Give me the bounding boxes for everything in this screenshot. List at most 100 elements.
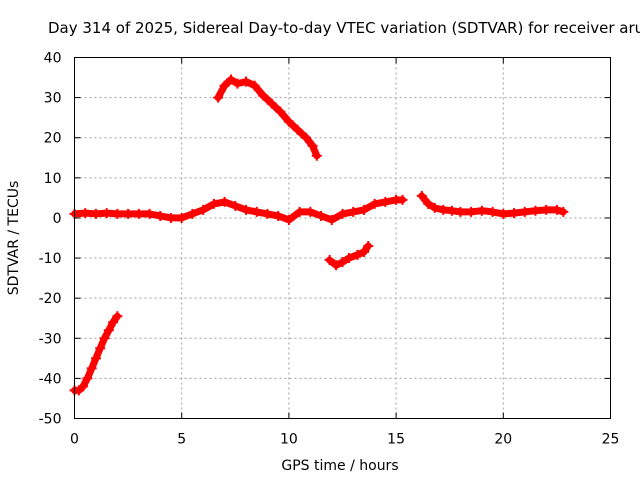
data-point [358,247,369,258]
data-point [176,212,187,223]
plot-frame [74,57,611,419]
series-track-a [69,311,123,396]
data-point [519,206,530,217]
x-tick-label: 10 [280,432,298,448]
data-point [305,206,316,217]
x-axis-title: GPS time / hours [281,458,398,474]
data-point [258,90,269,101]
data-point [112,208,123,219]
data-point [80,208,91,219]
data-point [112,311,123,322]
data-point [165,212,176,223]
data-point [155,210,166,221]
data-point [108,317,119,328]
data-point [455,206,466,217]
series-track-d [324,241,374,271]
data-point [294,206,305,217]
data-point [103,325,114,336]
data-point [326,214,337,225]
data-point [551,204,562,215]
ticks: 0 5 10 15 20 25 -50 -40 -30 -20 -10 0 10 20 30 40 [39,51,620,448]
data-point [352,249,363,260]
series-track-c [213,74,322,161]
data-point [241,76,252,87]
series-track-b [69,194,408,225]
y-tick-label: -20 [39,291,62,307]
y-tick-label: 20 [44,131,62,147]
data-point [273,210,284,221]
data-point [509,208,520,219]
y-tick-label: 40 [44,51,62,67]
data-point [262,208,273,219]
data-point [311,150,322,161]
data-point [266,98,277,109]
data-point [78,381,89,392]
data-point [343,253,354,264]
data-point [487,206,498,217]
data-point [283,116,294,127]
data-point [337,257,348,268]
data-point [283,214,294,225]
data-point [397,194,408,205]
data-point [530,205,541,216]
x-tick-label: 15 [387,432,405,448]
data-point [476,205,487,216]
series-track-e [416,190,569,219]
data-point [446,205,457,216]
data-point [208,198,219,209]
data-point [498,208,509,219]
data-point [337,208,348,219]
x-tick-label: 0 [70,432,79,448]
y-tick-label: -30 [39,331,62,347]
data-point [466,206,477,217]
data-point [307,140,318,151]
data-point [198,204,209,215]
data-point [316,210,327,221]
data-point [292,124,303,135]
data-point [301,132,312,143]
y-tick-label: 10 [44,171,62,187]
data-point [541,204,552,215]
data-point [82,373,93,384]
y-tick-label: -40 [39,371,62,387]
data-point [99,333,110,344]
data-point [123,208,134,219]
data-point [219,196,230,207]
data-point [90,353,101,364]
data-point [416,190,427,201]
x-tick-label: 25 [602,432,620,448]
x-tick-label: 5 [177,432,186,448]
y-tick-label: 0 [53,211,62,227]
data-point [363,241,374,252]
data-point [241,204,252,215]
data-point [358,204,369,215]
data-point [86,363,97,374]
chart-title: Day 314 of 2025, Sidereal Day-to-day VTE… [48,19,640,37]
data-point [187,208,198,219]
data-point [429,202,440,213]
data-point [101,208,112,219]
y-tick-label: -50 [39,412,62,428]
data-point [380,196,391,207]
data-point [90,208,101,219]
data-point [95,343,106,354]
y-tick-label: -10 [39,251,62,267]
data-point [251,206,262,217]
data-point [219,80,230,91]
data-point [423,198,434,209]
x-tick-label: 20 [494,432,512,448]
y-tick-label: 30 [44,91,62,107]
grid [74,57,611,419]
data-point [558,206,569,217]
data-point [133,208,144,219]
data-point [226,74,237,85]
y-axis-title: SDTVAR / TECUs [6,181,22,296]
data-point [230,200,241,211]
data-point [232,78,243,89]
series-group [69,74,569,396]
data-point [369,198,380,209]
data-point [275,106,286,117]
data-point [331,260,342,271]
